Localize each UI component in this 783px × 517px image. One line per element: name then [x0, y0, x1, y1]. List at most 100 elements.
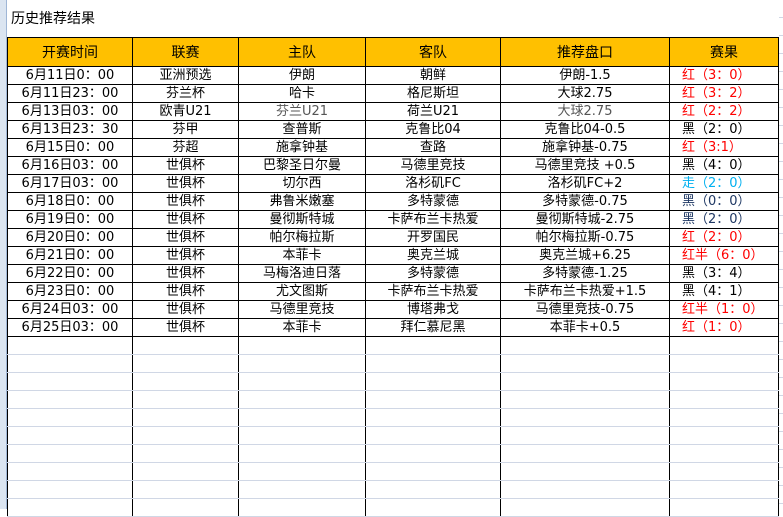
cell-result[interactable]: 黑（2：0） [669, 210, 779, 229]
cell-league[interactable]: 世俱杯 [132, 282, 239, 301]
cell-result[interactable]: 黑（4：0） [669, 156, 779, 175]
cell-result[interactable]: 红（3：0） [669, 66, 779, 85]
cell-pick[interactable]: 马德里竞技 +0.5 [500, 156, 670, 175]
empty-cell[interactable] [132, 354, 239, 373]
cell-time[interactable]: 6月20日0：00 [7, 228, 133, 247]
header-pick[interactable]: 推荐盘口 [500, 37, 670, 67]
empty-cell[interactable] [7, 354, 133, 373]
cell-league[interactable]: 世俱杯 [132, 156, 239, 175]
cell-time[interactable]: 6月15日0：00 [7, 138, 133, 157]
empty-cell[interactable] [669, 354, 779, 373]
cell-away[interactable]: 朝鲜 [365, 66, 501, 85]
cell-time[interactable]: 6月22日0：00 [7, 264, 133, 283]
cell-league[interactable]: 世俱杯 [132, 192, 239, 211]
cell-time[interactable]: 6月19日0：00 [7, 210, 133, 229]
empty-cell[interactable] [132, 498, 239, 517]
empty-cell[interactable] [365, 408, 501, 427]
cell-result[interactable]: 红（3:1） [669, 138, 779, 157]
cell-result[interactable]: 黑（2：0） [669, 120, 779, 139]
empty-cell[interactable] [7, 372, 133, 391]
cell-away[interactable]: 荷兰U21 [365, 102, 501, 121]
header-result[interactable]: 赛果 [669, 37, 779, 67]
cell-time[interactable]: 6月11日23：00 [7, 84, 133, 103]
header-away[interactable]: 客队 [365, 37, 501, 67]
cell-home[interactable]: 马德里竞技 [238, 300, 366, 319]
cell-time[interactable]: 6月17日03：00 [7, 174, 133, 193]
cell-time[interactable]: 6月11日0：00 [7, 66, 133, 85]
cell-pick[interactable]: 本菲卡+0.5 [500, 318, 670, 337]
cell-result[interactable]: 黑（4：1） [669, 282, 779, 301]
empty-cell[interactable] [132, 390, 239, 409]
empty-cell[interactable] [132, 480, 239, 499]
cell-league[interactable]: 欧青U21 [132, 102, 239, 121]
empty-cell[interactable] [669, 480, 779, 499]
empty-cell[interactable] [7, 336, 133, 355]
cell-home[interactable]: 弗鲁米嫩塞 [238, 192, 366, 211]
empty-cell[interactable] [7, 444, 133, 463]
cell-away[interactable]: 卡萨布兰卡热爱 [365, 210, 501, 229]
cell-away[interactable]: 卡萨布兰卡热爱 [365, 282, 501, 301]
cell-home[interactable]: 尤文图斯 [238, 282, 366, 301]
empty-cell[interactable] [500, 408, 670, 427]
cell-league[interactable]: 芬超 [132, 138, 239, 157]
cell-pick[interactable]: 马德里竞技-0.75 [500, 300, 670, 319]
cell-pick[interactable]: 施拿钟基-0.75 [500, 138, 670, 157]
cell-home[interactable]: 马梅洛迪日落 [238, 264, 366, 283]
empty-cell[interactable] [500, 372, 670, 391]
empty-cell[interactable] [669, 372, 779, 391]
cell-time[interactable]: 6月13日03：00 [7, 102, 133, 121]
cell-home[interactable]: 施拿钟基 [238, 138, 366, 157]
empty-cell[interactable] [238, 372, 366, 391]
cell-home[interactable]: 帕尔梅拉斯 [238, 228, 366, 247]
cell-result[interactable]: 走（2：0） [669, 174, 779, 193]
header-league[interactable]: 联赛 [132, 37, 239, 67]
cell-pick[interactable]: 大球2.75 [500, 84, 670, 103]
cell-pick[interactable]: 多特蒙德-0.75 [500, 192, 670, 211]
cell-league[interactable]: 芬兰杯 [132, 84, 239, 103]
empty-cell[interactable] [7, 390, 133, 409]
empty-cell[interactable] [365, 480, 501, 499]
cell-time[interactable]: 6月18日0：00 [7, 192, 133, 211]
empty-cell[interactable] [238, 408, 366, 427]
cell-away[interactable]: 格尼斯坦 [365, 84, 501, 103]
empty-cell[interactable] [365, 372, 501, 391]
cell-time[interactable]: 6月13日23：30 [7, 120, 133, 139]
empty-cell[interactable] [500, 498, 670, 517]
cell-away[interactable]: 博塔弗戈 [365, 300, 501, 319]
empty-cell[interactable] [500, 354, 670, 373]
empty-cell[interactable] [669, 336, 779, 355]
cell-league[interactable]: 世俱杯 [132, 246, 239, 265]
cell-pick[interactable]: 克鲁比04-0.5 [500, 120, 670, 139]
cell-time[interactable]: 6月23日0：00 [7, 282, 133, 301]
empty-cell[interactable] [669, 498, 779, 517]
empty-cell[interactable] [7, 462, 133, 481]
cell-away[interactable]: 克鲁比04 [365, 120, 501, 139]
cell-home[interactable]: 本菲卡 [238, 318, 366, 337]
empty-cell[interactable] [500, 336, 670, 355]
empty-cell[interactable] [365, 336, 501, 355]
cell-result[interactable]: 黑（3：4） [669, 264, 779, 283]
cell-away[interactable]: 多特蒙德 [365, 192, 501, 211]
empty-cell[interactable] [669, 462, 779, 481]
empty-cell[interactable] [238, 336, 366, 355]
empty-cell[interactable] [7, 408, 133, 427]
cell-home[interactable]: 查普斯 [238, 120, 366, 139]
cell-pick[interactable]: 卡萨布兰卡热爱+1.5 [500, 282, 670, 301]
empty-cell[interactable] [238, 444, 366, 463]
empty-cell[interactable] [669, 426, 779, 445]
empty-cell[interactable] [365, 444, 501, 463]
header-time[interactable]: 开赛时间 [7, 37, 133, 67]
cell-away[interactable]: 多特蒙德 [365, 264, 501, 283]
empty-cell[interactable] [500, 426, 670, 445]
cell-time[interactable]: 6月24日03：00 [7, 300, 133, 319]
cell-away[interactable]: 查路 [365, 138, 501, 157]
cell-pick[interactable]: 大球2.75 [500, 102, 670, 121]
empty-cell[interactable] [365, 354, 501, 373]
empty-cell[interactable] [500, 462, 670, 481]
empty-cell[interactable] [365, 426, 501, 445]
cell-pick[interactable]: 洛杉矶FC+2 [500, 174, 670, 193]
empty-cell[interactable] [500, 444, 670, 463]
cell-home[interactable]: 伊朗 [238, 66, 366, 85]
empty-cell[interactable] [132, 372, 239, 391]
empty-cell[interactable] [238, 390, 366, 409]
